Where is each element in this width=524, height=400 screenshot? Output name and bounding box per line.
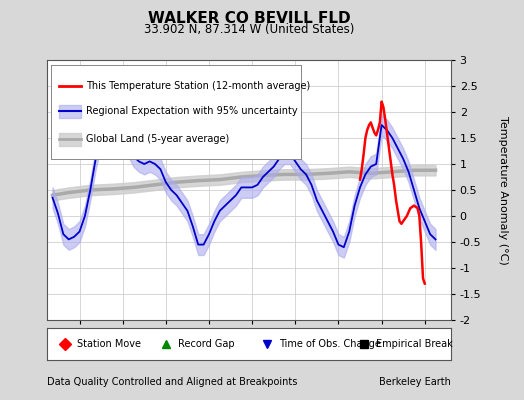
Text: Empirical Break: Empirical Break <box>376 339 453 349</box>
Text: Berkeley Earth: Berkeley Earth <box>379 377 451 387</box>
Text: Station Move: Station Move <box>78 339 141 349</box>
Text: WALKER CO BEVILL FLD: WALKER CO BEVILL FLD <box>148 11 350 26</box>
Text: Record Gap: Record Gap <box>178 339 235 349</box>
Y-axis label: Temperature Anomaly (°C): Temperature Anomaly (°C) <box>498 116 508 264</box>
Text: Time of Obs. Change: Time of Obs. Change <box>279 339 381 349</box>
Text: Data Quality Controlled and Aligned at Breakpoints: Data Quality Controlled and Aligned at B… <box>47 377 298 387</box>
Text: 33.902 N, 87.314 W (United States): 33.902 N, 87.314 W (United States) <box>144 24 354 36</box>
